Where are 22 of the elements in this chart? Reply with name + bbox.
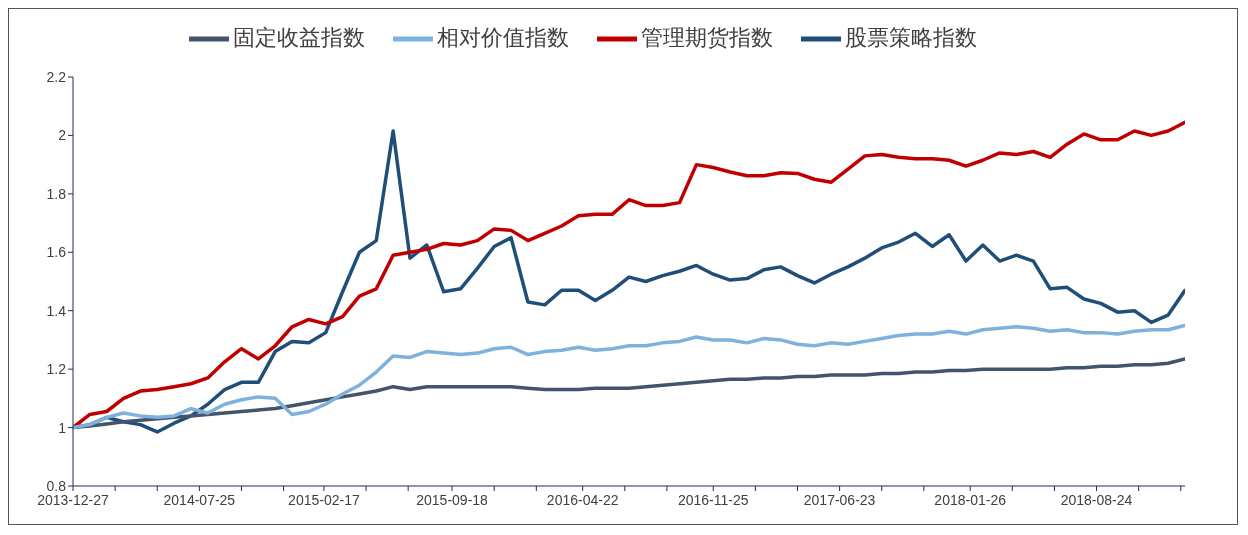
x-tick-label: 2017-06-23: [803, 491, 876, 508]
x-tick-label: 2014-07-25: [163, 491, 236, 508]
x-tick-label: 2015-09-18: [416, 491, 489, 508]
x-tick-label: 2015-02-17: [288, 491, 360, 508]
y-tick-label: 1.6: [46, 244, 67, 261]
y-tick-label: 2.2: [46, 68, 67, 85]
y-tick-label: 1: [58, 419, 67, 436]
legend-label: 固定收益指数: [233, 24, 365, 50]
legend-label: 股票策略指数: [845, 24, 977, 50]
x-tick-label: 2018-01-26: [934, 491, 1007, 508]
legend-label: 管理期货指数: [641, 24, 773, 50]
x-tick-label: 2016-11-25: [677, 491, 749, 508]
line-series: [73, 323, 1185, 430]
y-tick-label: 1.4: [46, 302, 67, 319]
x-tick-label: 2018-08-24: [1060, 491, 1133, 508]
legend-label: 相对价值指数: [437, 24, 569, 50]
y-tick-label: 1.2: [46, 361, 67, 378]
x-tick-label: 2016-04-22: [546, 491, 619, 508]
y-tick-label: 1.8: [46, 185, 67, 202]
y-tick-label: 2: [58, 127, 67, 144]
x-tick-label: 2013-12-27: [37, 491, 110, 508]
y-tick-label: 0.8: [46, 477, 67, 494]
